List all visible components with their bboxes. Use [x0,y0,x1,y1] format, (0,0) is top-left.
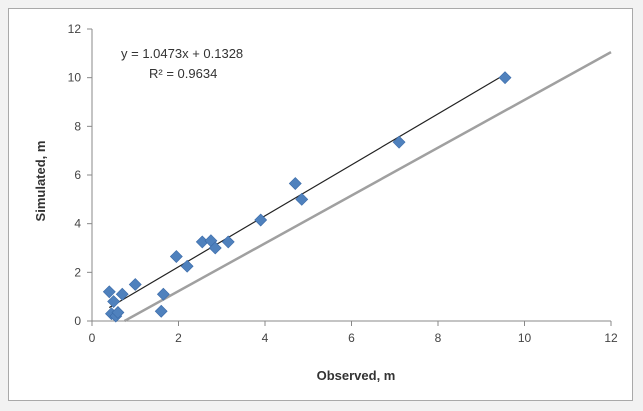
x-tick-label: 4 [262,331,269,345]
data-point [221,235,235,249]
x-tick-label: 6 [348,331,355,345]
y-tick-label: 10 [68,71,82,85]
data-point [208,241,222,255]
y-tick-label: 6 [74,168,81,182]
x-tick-label: 10 [518,331,532,345]
data-point [254,213,268,227]
data-point [128,278,142,291]
r-squared-label: R² = 0.9634 [149,66,217,81]
data-point [392,135,406,149]
reference-line [123,51,612,323]
y-tick-label: 0 [74,314,81,328]
data-point [498,71,512,85]
data-point [156,287,170,301]
y-axis-title: Simulated, m [33,141,48,222]
trendline-equation: y = 1.0473x + 0.1328 [121,46,243,61]
y-tick-label: 12 [68,22,82,36]
x-tick-label: 8 [435,331,442,345]
data-point [102,285,116,299]
x-tick-label: 2 [175,331,182,345]
data-point [169,250,183,263]
data-point [107,295,121,308]
data-point [111,306,125,319]
data-point [288,177,302,190]
trendline [108,73,506,309]
y-tick-label: 8 [74,119,81,133]
x-tick-label: 12 [604,331,618,345]
data-point [180,259,194,273]
chart-frame: 0 2 4 6 8 10 12 0 2 4 6 8 10 12 y = 1.0473x + 0.1328 … [8,8,633,401]
y-tick-label: 4 [74,217,81,231]
data-point [115,287,129,301]
x-axis-title: Observed, m [317,368,396,383]
y-tick-label: 2 [74,265,81,279]
data-point [295,192,309,206]
x-tick-label: 0 [89,331,96,345]
data-point [154,304,168,318]
